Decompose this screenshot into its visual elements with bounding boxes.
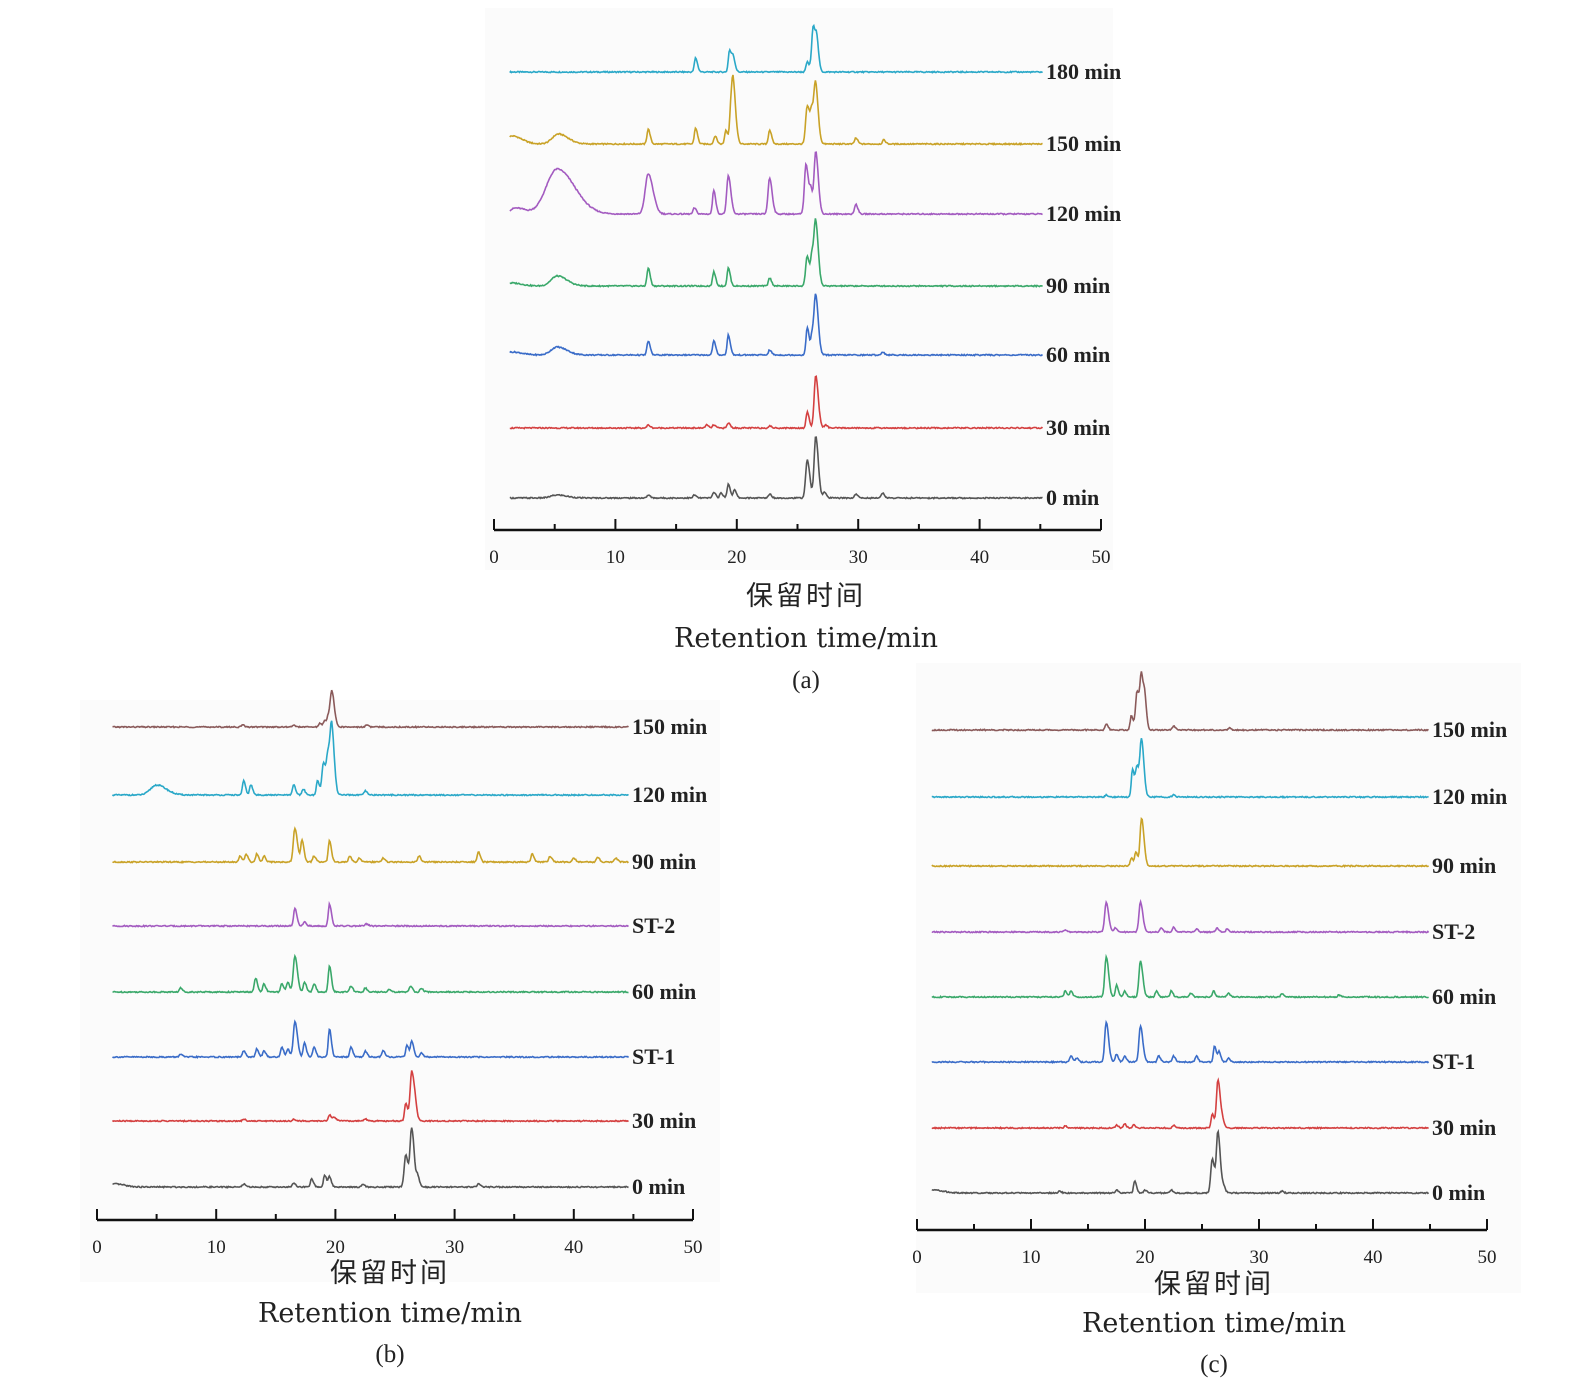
trace-label: ST-1	[632, 1044, 675, 1069]
trace-st-1	[931, 1019, 1430, 1064]
trace-label: 0 min	[632, 1174, 685, 1199]
trace-label: 60 min	[632, 979, 696, 1004]
trace-30-min	[509, 375, 1044, 430]
trace-0-min	[112, 1127, 629, 1189]
panel-letter: (b)	[375, 1341, 404, 1368]
trace-90-min	[112, 826, 630, 864]
plot-background	[485, 8, 1113, 570]
trace-label: 0 min	[1046, 485, 1099, 510]
x-tick-label: 10	[207, 1237, 226, 1258]
trace-90-min	[509, 218, 1043, 288]
x-tick-label: 0	[489, 547, 499, 568]
x-tick-label: 20	[727, 547, 746, 568]
x-tick-label: 50	[1478, 1247, 1497, 1268]
trace-0-min	[931, 1128, 1430, 1195]
trace-30-min	[111, 1070, 629, 1123]
x-tick-label: 0	[92, 1237, 102, 1258]
trace-0-min	[509, 436, 1043, 500]
x-tick-label: 10	[606, 547, 625, 568]
x-tick-label: 50	[1092, 547, 1111, 568]
trace-label: 150 min	[1046, 131, 1121, 156]
x-tick-label: 40	[970, 547, 989, 568]
trace-label: 60 min	[1432, 984, 1496, 1009]
trace-label: 120 min	[1046, 201, 1121, 226]
plot-background	[916, 663, 1521, 1293]
panel-b-chart: 150 min 120 min 90 min ST-2 60 min ST-1 30 min…	[80, 689, 720, 1368]
x-tick-label: 50	[684, 1237, 703, 1258]
trace-60-min	[112, 953, 629, 994]
panel-a-chart: 180 min 150 min 120 min 90 min 60 min 30 min 0…	[485, 8, 1121, 694]
x-axis-title-cn: 保留时间	[330, 1258, 450, 1289]
x-tick-label: 40	[1364, 1247, 1383, 1268]
trace-label: ST-2	[632, 913, 675, 938]
trace-120-min	[931, 738, 1429, 799]
trace-label: 180 min	[1046, 59, 1121, 84]
trace-label: 60 min	[1046, 342, 1110, 367]
trace-180-min	[509, 23, 1043, 74]
trace-label: 120 min	[632, 782, 707, 807]
panel-letter: (a)	[792, 667, 820, 694]
trace-st-1	[112, 1019, 630, 1059]
trace-150-min	[509, 74, 1043, 146]
x-tick-label: 30	[1250, 1247, 1269, 1268]
x-tick-label: 10	[1022, 1247, 1041, 1268]
x-tick-label: 0	[912, 1247, 922, 1268]
trace-label: 120 min	[1432, 784, 1507, 809]
panel-c-chart: 150 min 120 min 90 min ST-2 60 min ST-1 30 min…	[912, 663, 1521, 1378]
x-axis-title-cn: 保留时间	[746, 581, 866, 612]
trace-label: 30 min	[1046, 415, 1110, 440]
trace-label: 150 min	[632, 714, 707, 739]
x-tick-label: 30	[445, 1237, 464, 1258]
trace-st-2	[931, 898, 1430, 934]
x-axis-title: Retention time/min	[258, 1298, 522, 1329]
trace-st-2	[112, 900, 629, 928]
trace-90-min	[931, 816, 1429, 868]
trace-150-min	[931, 671, 1429, 732]
trace-120-min	[509, 151, 1043, 216]
trace-label: ST-1	[1432, 1049, 1475, 1074]
trace-label: 90 min	[1046, 273, 1110, 298]
x-tick-label: 30	[849, 547, 868, 568]
trace-120-min	[111, 720, 629, 798]
trace-60-min	[931, 953, 1429, 999]
trace-30-min	[931, 1077, 1429, 1130]
trace-label: 90 min	[632, 849, 696, 874]
panel-letter: (c)	[1200, 1351, 1228, 1378]
x-tick-label: 20	[1136, 1247, 1155, 1268]
trace-label: 0 min	[1432, 1180, 1485, 1205]
trace-60-min	[509, 293, 1044, 357]
x-tick-label: 40	[564, 1237, 583, 1258]
x-axis-title-cn: 保留时间	[1154, 1269, 1274, 1300]
x-axis-title: Retention time/min	[1082, 1308, 1346, 1339]
x-tick-label: 20	[326, 1237, 345, 1258]
trace-label: 30 min	[1432, 1115, 1496, 1140]
trace-label: ST-2	[1432, 919, 1475, 944]
trace-label: 30 min	[632, 1108, 696, 1133]
x-axis-title: Retention time/min	[674, 623, 938, 654]
trace-150-min	[112, 689, 629, 729]
trace-label: 90 min	[1432, 853, 1496, 878]
trace-label: 150 min	[1432, 717, 1507, 742]
